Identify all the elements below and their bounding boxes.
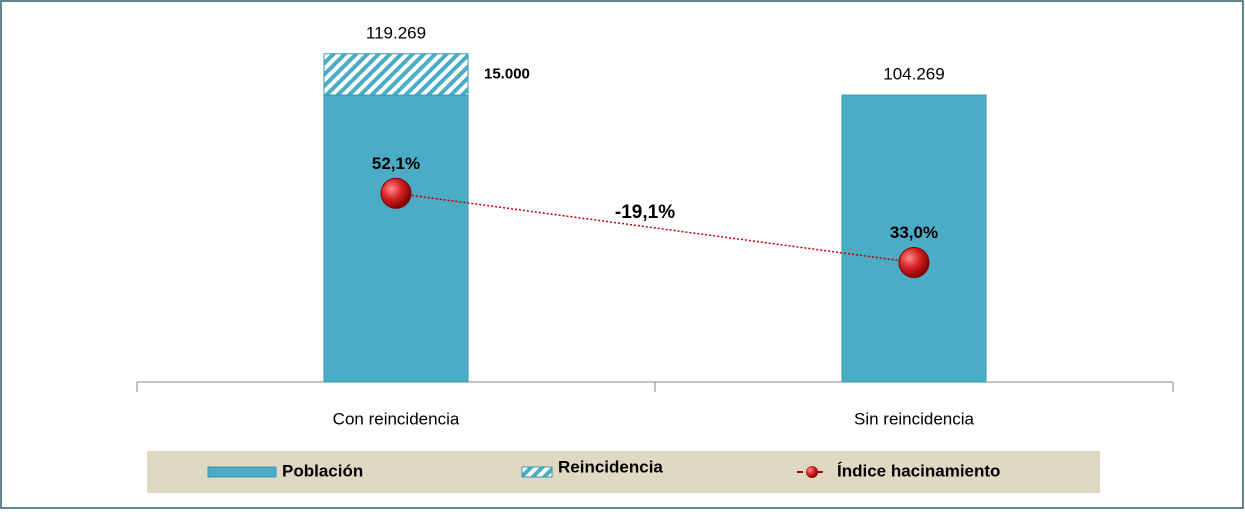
legend-box — [147, 451, 1100, 493]
bar-segment — [323, 53, 469, 96]
line-marker — [380, 177, 412, 209]
x-tick-label: Con reincidencia — [333, 409, 460, 428]
point-label: 52,1% — [372, 154, 420, 173]
total-label: 119.269 — [366, 23, 426, 42]
legend-marker — [806, 466, 818, 478]
bar-segment — [841, 94, 987, 383]
point-label: 33,0% — [890, 223, 938, 242]
segment-label: 15.000 — [484, 65, 530, 82]
legend-label: Índice hacinamiento — [837, 461, 1000, 480]
annotation: -19,1% — [615, 202, 675, 223]
total-label: 104.269 — [883, 65, 944, 84]
bar-segment — [323, 94, 469, 383]
line-marker — [898, 247, 930, 279]
x-tick-label: Sin reincidencia — [854, 409, 975, 428]
legend-swatch — [521, 466, 553, 478]
legend-label: Reincidencia — [558, 457, 663, 476]
line — [395, 192, 915, 264]
legend-label: Población — [282, 461, 363, 480]
legend-swatch — [207, 466, 277, 478]
